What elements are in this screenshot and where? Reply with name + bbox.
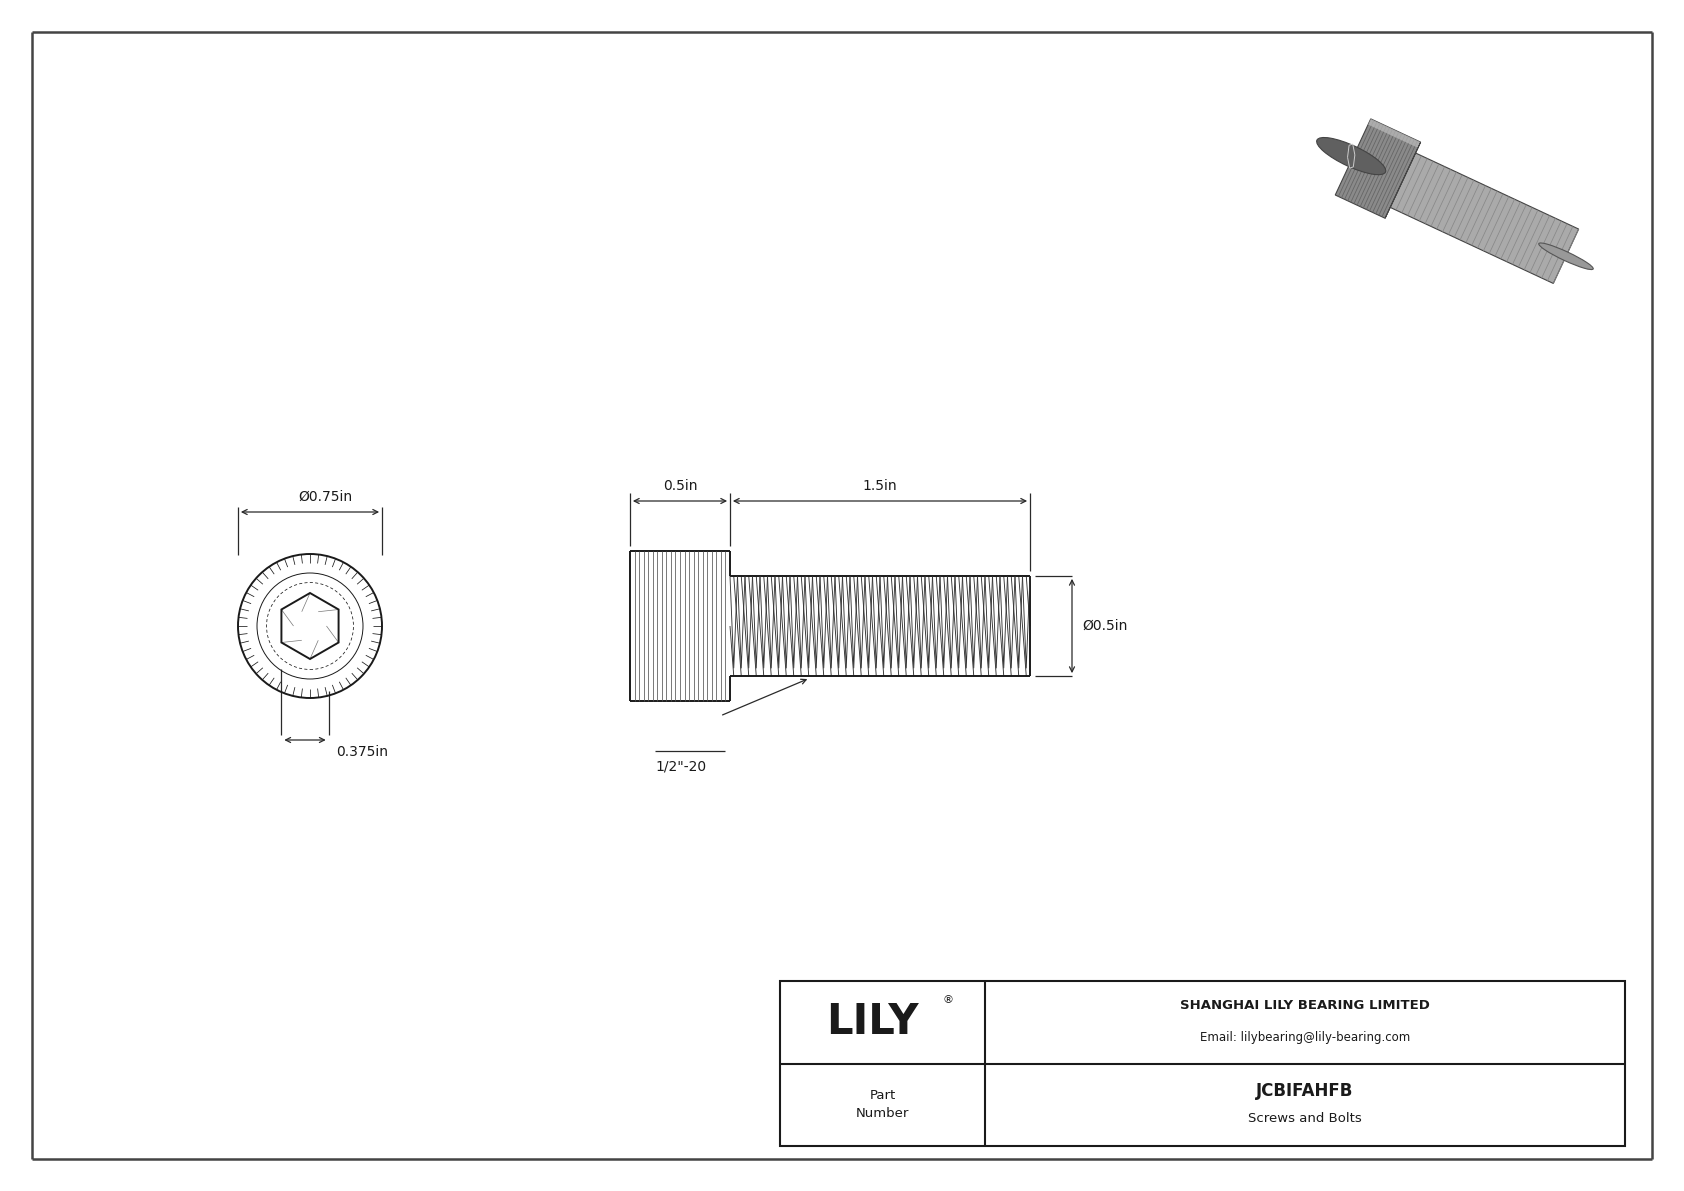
Text: 0.375in: 0.375in (337, 746, 389, 759)
Text: 0.5in: 0.5in (663, 479, 697, 493)
Ellipse shape (1539, 243, 1593, 269)
Ellipse shape (1317, 137, 1386, 175)
Text: LILY: LILY (827, 1002, 919, 1043)
Text: 1.5in: 1.5in (862, 479, 898, 493)
Text: Part
Number: Part Number (855, 1090, 909, 1121)
Polygon shape (1335, 119, 1421, 218)
Polygon shape (1391, 152, 1578, 283)
Text: Screws and Bolts: Screws and Bolts (1248, 1112, 1362, 1125)
Bar (780, 981, 1625, 1146)
Text: ®: ® (941, 996, 953, 1005)
Text: Ø0.5in: Ø0.5in (1083, 619, 1127, 632)
Text: SHANGHAI LILY BEARING LIMITED: SHANGHAI LILY BEARING LIMITED (1180, 999, 1430, 1011)
Polygon shape (1386, 142, 1421, 218)
Text: JCBIFAHFB: JCBIFAHFB (1256, 1081, 1354, 1099)
Text: 1/2"-20: 1/2"-20 (655, 759, 706, 773)
Text: Email: lilybearing@lily-bearing.com: Email: lilybearing@lily-bearing.com (1201, 1030, 1410, 1043)
Polygon shape (1367, 119, 1421, 148)
Text: Ø0.75in: Ø0.75in (298, 490, 352, 504)
